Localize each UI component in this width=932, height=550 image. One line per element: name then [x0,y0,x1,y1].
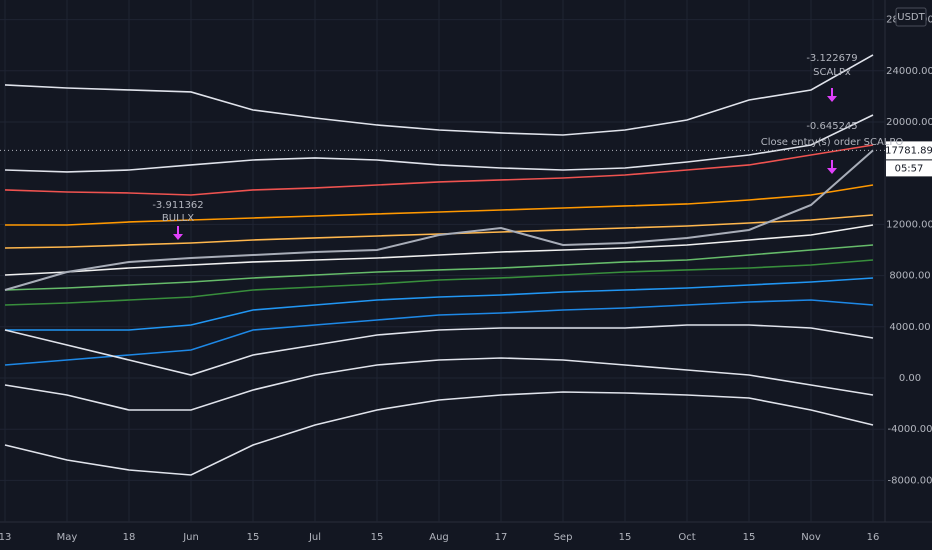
x-tick-label: Oct [678,532,695,543]
annotation-text: SCALPx [813,67,851,78]
x-tick-label: May [57,532,78,543]
band-line [4,144,874,196]
annotation-arrow-head [173,234,183,240]
x-tick-label: 15 [743,532,756,543]
countdown-box [886,160,932,177]
y-tick-label: 12000.00 [886,219,932,230]
lines [0,54,885,476]
last-price-box [886,141,932,160]
currency-box[interactable] [895,7,927,27]
countdown: 05:57 [895,163,924,174]
annotation-arrow-head [827,168,837,174]
x-tick-label: 16 [867,532,880,543]
y-tick-label: 4000.00 [889,322,930,333]
x-tick-label: Jun [182,532,199,543]
y-tick-label: -8000.00 [888,475,932,486]
band-line [4,299,874,366]
x-tick-label: 15 [619,532,632,543]
band-line [4,357,874,411]
x-tick-label: Nov [801,532,821,543]
x-tick-label: 15 [371,532,384,543]
price-line [4,149,874,291]
x-tick-label: 15 [247,532,260,543]
band-line [4,391,874,476]
band-line [4,54,874,136]
band-line [4,259,874,306]
band-line [5,184,874,226]
labels: -8000.00 -4000.00 0.00 4000.00 8000.00 12000.… [0,15,932,543]
annotation-text: Close entry(s) order SCALPO [761,137,904,148]
y-tick-label: -4000.00 [888,424,932,435]
annotation-arrow-head [827,96,837,102]
band-line [4,224,874,276]
annotation-value: -0.645245 [806,121,857,132]
x-tick-label: Jul [308,532,321,543]
y-tick-label: 8000.00 [889,271,930,282]
annotation-value: -3.911362 [152,200,203,211]
band-line [4,114,874,173]
x-tick-label: Aug [429,532,449,543]
x-tick-label: 13 [0,532,11,543]
y-tick-label: 20000.00 [886,117,932,128]
annotation-value: -3.122679 [806,53,857,64]
last-price-label: 17781.89 [885,145,932,156]
x-tick-label: Sep [554,532,573,543]
x-tick-label: 17 [495,532,508,543]
y-tick-label: 0.00 [899,373,921,384]
x-tick-label: 18 [123,532,136,543]
band-line [4,324,874,376]
annotation-text: BULLX [162,213,194,224]
currency[interactable]: USDT [897,12,925,23]
band-line [5,277,874,331]
band-line [4,244,874,291]
y-tick-label: 24000.00 [886,66,932,77]
